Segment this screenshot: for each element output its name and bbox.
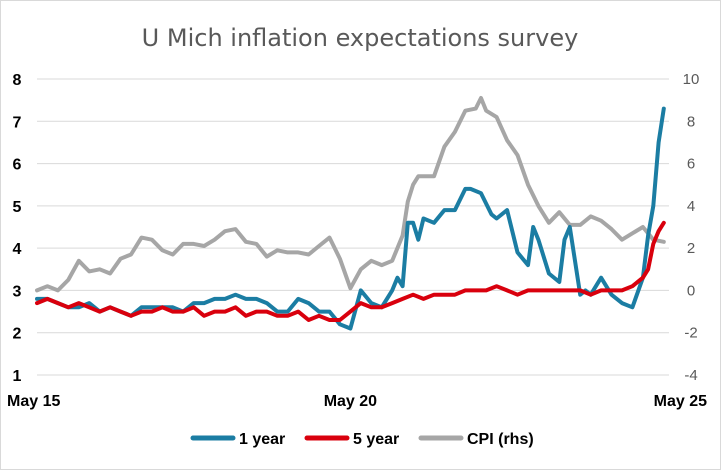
y-axis-right: -4 -2 0 2 4 6 8 10: [683, 71, 700, 384]
y-tick-label-right: 8: [687, 113, 695, 130]
series-layer: [35, 96, 666, 331]
x-axis: May 15 May 20 May 25: [7, 393, 707, 410]
y-tick-label-right: 4: [687, 198, 695, 215]
legend-label: 1 year: [239, 431, 285, 448]
legend-item: CPI (rhs): [418, 431, 534, 448]
y-axis-left: 1 2 3 4 5 6 7 8: [13, 72, 22, 385]
legend-item: 5 year: [304, 431, 399, 448]
y-tick-label-right: 2: [687, 240, 695, 257]
y-tick-label-right: 10: [683, 71, 700, 88]
y-tick-label-left: 1: [13, 368, 22, 385]
y-tick-label-left: 6: [13, 157, 22, 174]
y-tick-label-right: -4: [684, 367, 697, 384]
legend: 1 year 5 year CPI (rhs): [190, 431, 534, 448]
x-tick-label: May 25: [654, 393, 707, 410]
y-tick-label-left: 8: [13, 72, 22, 89]
y-tick-label-left: 5: [13, 199, 22, 216]
legend-label: CPI (rhs): [467, 431, 534, 448]
series-line-1-year: [35, 106, 666, 331]
y-tick-label-right: -2: [684, 325, 697, 342]
x-tick-label: May 15: [7, 393, 60, 410]
legend-item: 1 year: [190, 431, 285, 448]
y-tick-label-right: 0: [687, 282, 695, 299]
series-line-5-year: [35, 220, 666, 322]
y-tick-label-left: 2: [13, 326, 22, 343]
y-tick-label-left: 7: [13, 114, 22, 131]
x-tick-label: May 20: [324, 393, 377, 410]
legend-label: 5 year: [353, 431, 399, 448]
series-line-cpi-rhs: [35, 96, 666, 293]
gridlines: [37, 78, 669, 376]
chart-title: U Mich inflation expectations survey: [142, 24, 579, 52]
y-tick-label-left: 4: [13, 241, 22, 258]
y-tick-label-left: 3: [13, 283, 22, 300]
y-tick-label-right: 6: [687, 156, 695, 173]
